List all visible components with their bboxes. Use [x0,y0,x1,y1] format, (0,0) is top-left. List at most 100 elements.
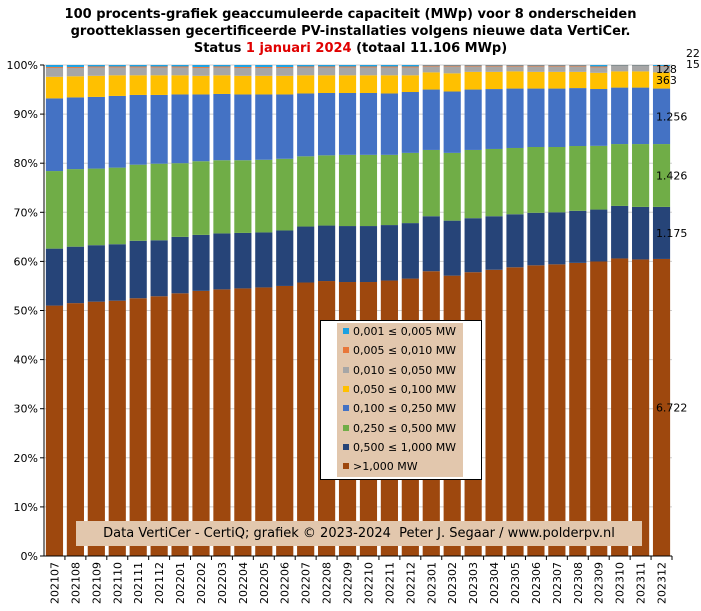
bar-segment [297,282,315,556]
bar-segment [632,144,650,207]
legend-entry: 0,005 ≤ 0,010 MW [343,344,456,358]
bar-segment [213,67,231,76]
bar-segment [297,67,315,76]
bar-segment [464,66,482,72]
y-tick-label: 20% [14,452,38,465]
x-tick-label: 202107 [48,562,61,604]
legend: 0,001 ≤ 0,005 MW 0,005 ≤ 0,010 MW 0,010 ≤ … [320,320,482,480]
bar-segment [527,265,545,556]
bar-stack [192,65,210,556]
legend-swatch [343,405,349,412]
bar-segment [276,230,294,286]
bar-segment [87,168,105,246]
x-tick-label: 202302 [446,562,459,604]
bar-segment [548,212,566,265]
bar-segment [234,75,252,95]
bar-segment [108,300,126,556]
bar-stack [150,65,168,556]
bar-segment [422,216,440,272]
y-tick-label: 50% [14,305,38,318]
bar-segment [464,149,482,219]
bar-stack [485,65,503,556]
bar-stack [632,65,650,556]
legend-swatch [343,366,349,373]
bar-segment [129,75,147,95]
bar-segment [632,259,650,556]
bar-segment [276,67,294,76]
end-label: 1.256 [656,110,688,123]
bar-segment [255,67,273,76]
bar-segment [171,293,189,556]
bar-segment [506,267,524,556]
bar-segment [150,94,168,164]
bar-segment [338,65,357,67]
x-tick-label: 202304 [488,562,501,604]
title-status-prefix: Status [193,41,246,56]
bar-segment [45,171,64,249]
bar-segment [422,72,440,90]
bar-segment [569,71,587,89]
bar-segment [527,146,545,213]
bar-stack [422,65,440,556]
bar-segment [255,159,273,233]
bar-segment [422,65,440,67]
bar-segment [443,66,461,74]
bar-segment [485,65,503,67]
bar-segment [87,66,105,68]
bar-segment [527,66,545,72]
end-label: 6.722 [656,401,688,414]
bar-segment [569,65,587,67]
bar-segment [590,89,608,146]
end-label: 1.175 [656,227,688,240]
bar-segment [318,155,336,226]
title-line-2: grootteklassen gecertificeerde PV-instal… [70,24,631,39]
bar-segment [150,66,168,68]
bar-segment [192,67,210,76]
y-tick-label: 0% [21,550,38,563]
bar-segment [443,65,461,67]
bar-segment [611,87,629,145]
bar-segment [632,87,650,145]
bar-stack [464,65,482,556]
bar-segment [338,66,357,68]
y-tick-label: 100% [7,59,38,72]
bar-segment [45,98,64,172]
bar-segment [569,66,587,72]
bar-segment [150,67,168,76]
bar-segment [318,225,336,282]
bar-segment [276,66,294,68]
x-tick-label: 202312 [656,562,669,604]
bar-stack [234,65,252,556]
bar-segment [150,163,168,241]
chart-title: 100 procents-grafiek geaccumuleerde capa… [0,6,701,57]
bar-segment [464,218,482,273]
bar-stack [276,65,294,556]
bar-segment [87,301,105,556]
bar-segment [380,66,398,68]
bar-segment [297,226,315,283]
bar-segment [213,75,231,94]
bar-segment [527,88,545,147]
bar-segment [276,65,294,67]
bar-segment [485,89,503,149]
legend-entry: 0,010 ≤ 0,050 MW [343,364,456,378]
bar-segment [108,167,126,245]
x-tick-label: 202112 [153,562,166,604]
bar-segment [297,66,315,68]
bar-segment [255,65,273,67]
bar-stack [380,65,398,556]
bar-segment [213,233,231,290]
bar-segment [192,234,210,291]
bar-stack [506,65,524,556]
bar-segment [548,71,566,89]
title-status-total: (totaal 11.106 MWp) [351,41,508,56]
bar-stack [171,65,189,556]
x-tick-label: 202109 [90,562,103,604]
bar-segment [422,66,440,73]
bar-segment [359,75,378,93]
bar-segment [443,91,461,153]
bar-segment [66,67,84,77]
bar-segment [150,75,168,95]
x-tick-label: 202204 [237,562,250,604]
